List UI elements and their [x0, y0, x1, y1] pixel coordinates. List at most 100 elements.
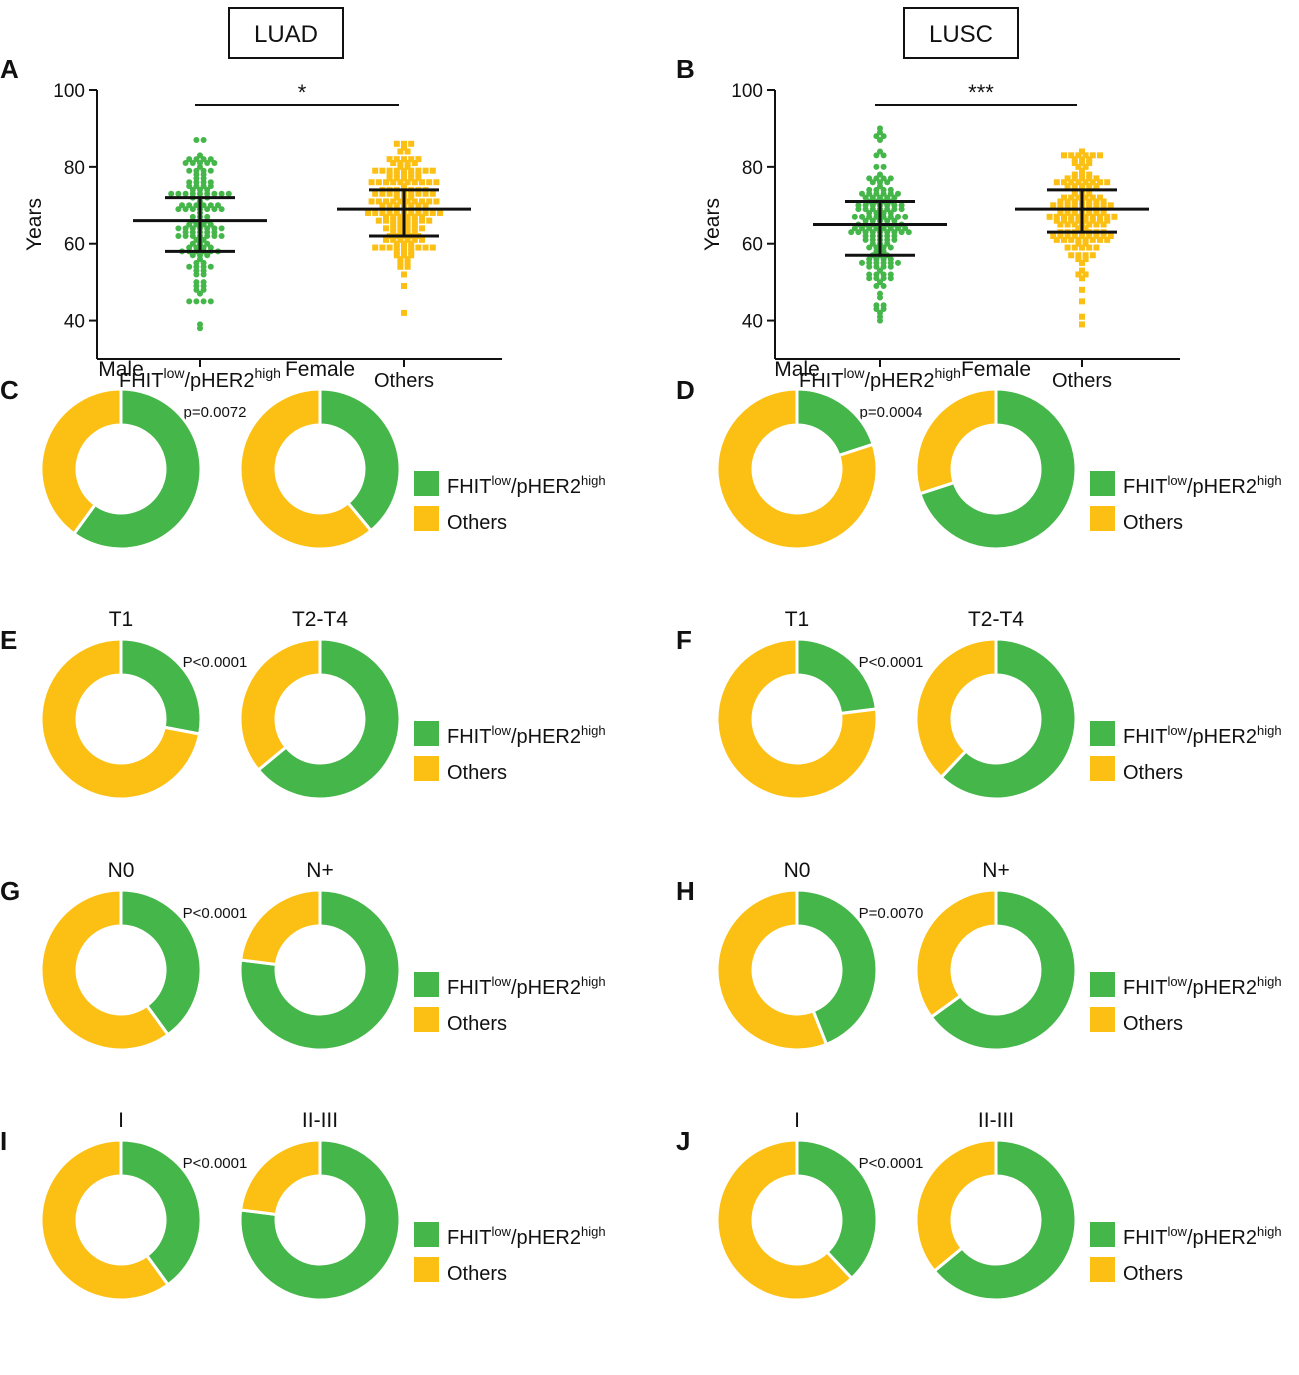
- data-point: [1111, 213, 1118, 220]
- data-point: [877, 171, 883, 178]
- data-point: [1097, 194, 1103, 201]
- data-point: [1075, 163, 1082, 170]
- data-point: [1086, 209, 1093, 216]
- data-point: [862, 194, 869, 201]
- data-point: [877, 148, 883, 155]
- data-point: [1089, 236, 1096, 243]
- data-point: [390, 179, 397, 186]
- data-point: [204, 160, 211, 167]
- significance-label: ***: [968, 80, 994, 105]
- data-point: [1093, 209, 1100, 216]
- data-point: [887, 209, 894, 216]
- data-point: [873, 244, 880, 251]
- data-point: [437, 209, 443, 216]
- data-point: [415, 167, 422, 174]
- legend-label-sup: low: [491, 723, 511, 738]
- data-point: [1107, 202, 1114, 209]
- data-point: [1093, 233, 1100, 240]
- data-point: [1075, 252, 1082, 259]
- data-point: [848, 229, 855, 236]
- donut-right: [914, 637, 1078, 801]
- data-point: [404, 148, 411, 155]
- data-point: [189, 206, 196, 213]
- panel-h-donuts: H N0 N+ P=0.0070 FHITlow/pHER2high Others: [676, 859, 1282, 1052]
- legend-swatch-green: [414, 471, 439, 496]
- data-point: [1064, 209, 1071, 216]
- data-point: [368, 198, 375, 205]
- data-point: [1071, 233, 1078, 240]
- data-point: [390, 236, 397, 243]
- data-point: [891, 217, 898, 224]
- data-point: [411, 225, 418, 232]
- donut-left: [39, 1138, 203, 1302]
- data-point: [1053, 179, 1060, 186]
- data-point: [419, 217, 425, 224]
- data-point: [193, 175, 200, 182]
- data-point: [1104, 236, 1111, 243]
- data-point: [1068, 152, 1075, 159]
- data-point: [877, 267, 883, 274]
- donut-right: [914, 888, 1078, 1052]
- x-label-sup: low: [163, 365, 185, 381]
- data-point: [869, 217, 876, 224]
- data-point: [393, 244, 400, 251]
- panel-f-donuts: F T1 T2-T4 P<0.0001 FHITlow/pHER2high Others: [676, 608, 1282, 801]
- legend: FHITlow/pHER2high Others: [414, 471, 606, 534]
- data-point: [895, 213, 901, 220]
- data-point: [386, 175, 393, 182]
- donut-right: [914, 387, 1078, 551]
- data-point: [873, 275, 880, 282]
- data-point: [1079, 244, 1085, 251]
- legend-label-fhit: FHITlow/pHER2high: [1123, 723, 1282, 748]
- donut-left: [715, 637, 879, 801]
- data-point: [1079, 167, 1085, 174]
- legend-label-sup: high: [581, 723, 606, 738]
- data-point: [1075, 217, 1082, 224]
- data-point: [1086, 198, 1093, 205]
- legend-label-mid: /pHER2: [1187, 476, 1257, 498]
- y-tick-label: 80: [742, 158, 763, 179]
- p-value: P<0.0001: [183, 905, 248, 922]
- x-label-fhit: FHITlow/pHER2high: [119, 365, 281, 392]
- slice-fhit-low-pher2-high: [939, 637, 1078, 801]
- data-point: [1068, 213, 1075, 220]
- data-point: [851, 213, 858, 220]
- panel-letter: G: [0, 876, 20, 906]
- slice-others: [914, 1138, 998, 1274]
- data-point: [211, 206, 218, 213]
- donut-left: [39, 387, 203, 551]
- data-point: [379, 202, 386, 209]
- data-point: [1082, 240, 1089, 247]
- header-luad-text: LUAD: [254, 21, 318, 48]
- data-point: [401, 309, 407, 316]
- data-point: [197, 256, 203, 263]
- data-point: [182, 206, 189, 213]
- data-point: [1061, 152, 1067, 159]
- data-point: [207, 167, 214, 174]
- data-point: [404, 217, 411, 224]
- legend-label-main: FHIT: [447, 1227, 491, 1249]
- p-value: P<0.0001: [859, 1155, 924, 1172]
- data-point: [186, 221, 193, 228]
- data-point: [884, 206, 891, 213]
- data-point: [429, 244, 436, 251]
- data-point: [884, 217, 891, 224]
- data-point: [411, 198, 418, 205]
- data-point: [204, 233, 211, 240]
- data-point: [390, 229, 397, 236]
- legend-label-main: FHIT: [447, 977, 491, 999]
- data-point: [401, 271, 407, 278]
- data-point: [408, 252, 415, 259]
- legend-swatch-yellow: [414, 506, 439, 531]
- data-point: [1071, 171, 1078, 178]
- data-point: [1082, 271, 1089, 278]
- legend-label-mid: /pHER2: [511, 726, 581, 748]
- data-point: [1089, 179, 1096, 186]
- data-point: [1057, 221, 1064, 228]
- data-point: [1075, 179, 1082, 186]
- data-point: [415, 202, 422, 209]
- data-point: [1079, 183, 1085, 190]
- panel-letter: D: [676, 375, 695, 405]
- slice-fhit-low-pher2-high: [929, 888, 1078, 1052]
- data-point: [433, 198, 440, 205]
